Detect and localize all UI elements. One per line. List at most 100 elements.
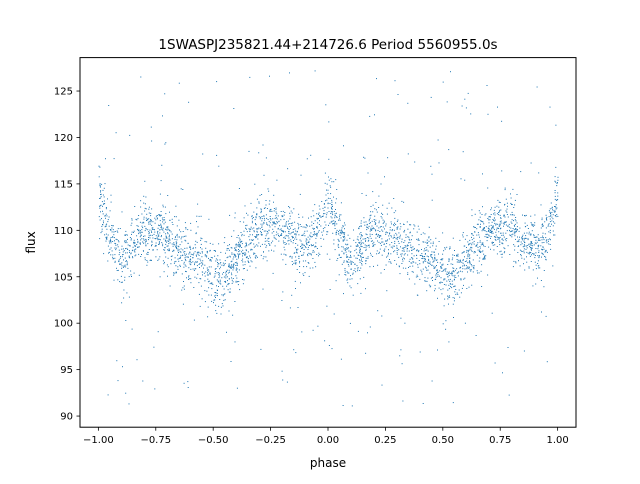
data-point — [101, 201, 103, 203]
data-point — [273, 210, 275, 212]
data-point — [408, 238, 410, 240]
data-point — [171, 218, 173, 220]
data-point — [542, 254, 544, 256]
data-point — [346, 244, 348, 246]
data-point — [291, 212, 293, 214]
data-point — [308, 252, 310, 254]
data-point — [228, 249, 230, 251]
data-point — [159, 276, 161, 278]
data-point — [300, 174, 302, 176]
data-point — [317, 227, 318, 229]
data-point — [376, 253, 378, 255]
data-point — [334, 222, 336, 224]
data-point — [284, 242, 286, 243]
data-point — [555, 166, 557, 168]
data-point — [494, 244, 496, 246]
data-point — [513, 224, 515, 226]
data-point — [499, 251, 501, 253]
data-point — [552, 214, 554, 216]
data-point — [179, 264, 181, 266]
data-point — [499, 240, 501, 242]
x-tick-label: −0.75 — [140, 435, 171, 446]
data-point — [324, 227, 326, 229]
data-point — [251, 215, 253, 217]
data-point — [336, 189, 338, 190]
data-point — [370, 240, 372, 242]
data-point — [425, 267, 427, 269]
data-point — [370, 227, 372, 229]
data-point — [339, 219, 341, 221]
data-point — [494, 362, 496, 364]
data-point — [141, 254, 142, 255]
data-point — [316, 226, 318, 227]
data-point — [176, 239, 178, 241]
data-point — [531, 230, 533, 232]
data-point — [110, 254, 112, 256]
data-point — [192, 261, 194, 263]
data-point — [356, 265, 358, 267]
data-point — [335, 231, 337, 233]
data-point — [148, 237, 150, 238]
data-point — [129, 245, 131, 247]
data-point — [307, 262, 309, 263]
data-point — [278, 235, 279, 236]
data-point — [337, 243, 339, 245]
data-point — [175, 241, 177, 243]
data-point — [365, 260, 366, 262]
data-point — [299, 224, 301, 225]
data-point — [162, 260, 164, 262]
data-point — [262, 258, 264, 260]
data-point — [305, 224, 307, 225]
data-point — [158, 242, 160, 244]
data-point — [360, 238, 361, 240]
data-point — [469, 260, 470, 262]
data-point — [157, 331, 159, 333]
data-point — [219, 299, 221, 300]
data-point — [176, 225, 178, 227]
data-point — [333, 239, 335, 241]
data-point — [380, 216, 382, 218]
scatter-points — [98, 70, 559, 407]
data-point — [469, 243, 471, 245]
data-point — [299, 193, 301, 195]
data-point — [105, 224, 107, 226]
data-point — [204, 290, 206, 292]
data-point — [254, 245, 256, 247]
data-point — [515, 238, 516, 240]
data-point — [521, 239, 523, 241]
data-point — [431, 199, 433, 201]
data-point — [437, 274, 439, 276]
data-point — [514, 249, 516, 251]
data-point — [310, 232, 312, 234]
data-point — [330, 211, 332, 213]
data-point — [125, 320, 127, 321]
data-point — [281, 300, 283, 301]
data-point — [200, 278, 202, 280]
data-point — [493, 217, 495, 219]
data-point — [310, 236, 312, 238]
data-point — [404, 240, 406, 242]
data-point — [477, 232, 479, 234]
data-point — [234, 254, 236, 255]
data-point — [184, 254, 186, 256]
data-point — [428, 265, 430, 267]
data-point — [554, 206, 555, 207]
data-point — [503, 215, 505, 217]
data-point — [352, 273, 354, 275]
data-point — [114, 254, 116, 256]
data-point — [431, 254, 433, 255]
data-point — [458, 289, 460, 291]
data-point — [155, 242, 157, 244]
data-point — [316, 218, 318, 220]
data-point — [328, 224, 329, 226]
data-point — [163, 219, 165, 221]
data-point — [152, 249, 154, 250]
data-point — [250, 249, 252, 251]
data-point — [464, 256, 465, 258]
data-point — [414, 225, 416, 227]
data-point — [268, 250, 270, 252]
data-point — [199, 258, 201, 260]
data-point — [114, 261, 116, 263]
data-point — [287, 226, 288, 228]
data-point — [166, 241, 168, 243]
